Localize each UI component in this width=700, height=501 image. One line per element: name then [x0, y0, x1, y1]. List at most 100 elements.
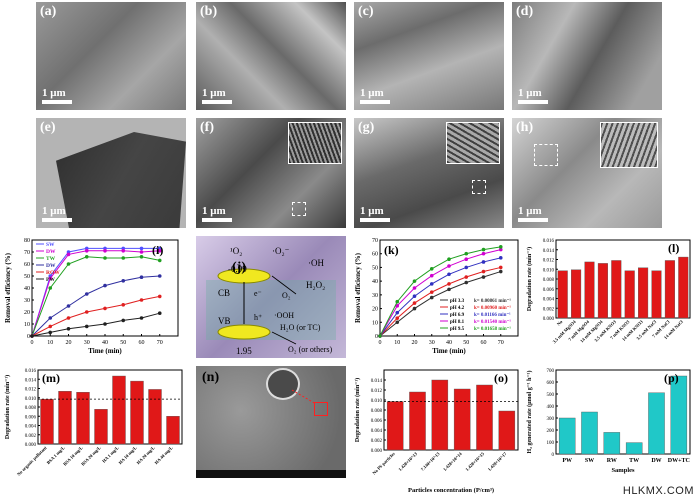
data-point — [395, 310, 400, 315]
y-tick-label: 0.012 — [25, 388, 37, 393]
y-tick-label: 400 — [547, 405, 555, 410]
data-point — [139, 275, 144, 279]
bar — [557, 270, 568, 319]
scale-bar-h: 1 μm — [518, 205, 548, 222]
bar — [611, 260, 622, 319]
y-tick-label: 0.012 — [543, 259, 555, 264]
x-tick-label: 0 — [31, 340, 34, 346]
schem-h2o-tc: H₂O (or TC) — [280, 323, 321, 332]
y-tick-label: 0.014 — [25, 378, 37, 383]
inset-zoom-g — [446, 122, 500, 164]
bar — [130, 380, 144, 445]
series-line — [379, 249, 501, 337]
y-tick-label: 0.010 — [543, 268, 555, 273]
data-point — [48, 330, 53, 335]
data-point — [481, 251, 486, 256]
y-tick-label: 0.004 — [25, 425, 37, 430]
x-tick-label: HA 40 mg/L — [154, 445, 174, 465]
x-tick-label: 1.428×10^15 — [464, 451, 485, 472]
x-tick-label: 50 — [120, 340, 126, 346]
y-tick-label: 40 — [372, 279, 378, 285]
series-line — [31, 275, 160, 337]
legend-entry: PW — [46, 277, 55, 283]
y-tick-label: 50 — [24, 274, 30, 280]
data-point — [429, 290, 434, 294]
data-point — [66, 262, 71, 266]
data-point — [103, 322, 107, 326]
tem-image-f: (f) 1 μm — [196, 118, 346, 228]
data-point — [412, 286, 417, 290]
y-tick-label: 60 — [24, 262, 30, 268]
y-tick-label: 200 — [547, 429, 555, 434]
schem-vb: VB — [218, 316, 231, 326]
y-tick-label: 50 — [372, 265, 378, 271]
x-tick-label: 70 — [157, 340, 163, 346]
data-point — [157, 249, 162, 253]
y-tick-label: 70 — [24, 250, 30, 256]
x-tick-label: 70 — [498, 340, 504, 346]
series-line — [31, 256, 160, 337]
y-tick-label: 60 — [372, 252, 378, 258]
data-point — [429, 282, 434, 286]
series-line — [31, 295, 160, 337]
y-tick-label: 0.008 — [543, 278, 555, 283]
x-tick-label: 50 — [463, 340, 469, 346]
data-point — [157, 258, 162, 263]
bar — [386, 401, 404, 451]
x-tick-label: No organic pollutant — [16, 445, 48, 477]
legend-entry: DW — [46, 249, 56, 255]
x-tick-label: DW+TC — [668, 458, 690, 464]
data-point — [103, 306, 107, 311]
bar — [498, 410, 516, 451]
x-tick-label: 20 — [66, 340, 72, 346]
schem-o2: O₂ — [282, 291, 291, 300]
scale-bar-d: 1 μm — [518, 87, 548, 104]
bar — [94, 409, 108, 445]
data-point — [66, 327, 71, 331]
y-tick-label: 10 — [24, 322, 30, 328]
data-point — [121, 303, 126, 307]
x-tick-label: TW — [629, 458, 639, 464]
data-point — [464, 251, 469, 256]
sem-image-a: (a) 1 μm — [36, 2, 186, 110]
bar — [453, 388, 471, 451]
data-point — [378, 334, 382, 338]
series-line — [379, 246, 501, 337]
panel-label-b: (b) — [200, 4, 218, 19]
schem-1o2: ¹O₂ — [230, 246, 242, 256]
series-line — [379, 257, 501, 337]
schem-vb-value: 1.95 — [236, 346, 252, 356]
legend-entry: ROW — [46, 270, 60, 276]
y-tick-label: 0.016 — [25, 369, 37, 374]
chart-k: 0 10 20 30 40 50 60 70 0 10 20 30 40 50 60 70 Time (min)… — [352, 234, 524, 362]
data-point — [447, 272, 451, 277]
y-tick-label: 10 — [372, 320, 378, 326]
chart-m: 0.000 0.002 0.004 0.006 0.008 0.010 0.012 0.014… — [2, 364, 190, 496]
data-point — [498, 256, 503, 260]
data-point — [498, 269, 503, 274]
y-tick-label: 0.002 — [25, 434, 37, 439]
x-tick-label: 10 — [394, 340, 400, 346]
bar — [624, 270, 635, 319]
y-tick-label: 0.000 — [543, 317, 555, 322]
panel-label-g: (g) — [358, 120, 375, 135]
legend-entry: TW — [46, 256, 56, 262]
data-point — [157, 294, 162, 299]
data-point — [481, 269, 486, 274]
schem-e-minus: e⁻ — [254, 289, 262, 298]
bar — [558, 417, 576, 455]
y-tick-label: 20 — [24, 310, 30, 316]
data-point — [121, 256, 126, 260]
legend-k-value: k= 0.01166 min⁻¹ — [474, 312, 511, 318]
chart-m-svg: 0.000 0.002 0.004 0.006 0.008 0.010 0.012 0.014… — [4, 369, 183, 477]
tem-image-g: (g) 1 μm — [354, 118, 504, 228]
scale-bar-e: 1 μm — [42, 205, 72, 222]
data-point — [103, 256, 107, 260]
bar — [651, 270, 662, 319]
bar — [112, 375, 126, 445]
sem-image-n: (n) — [196, 366, 346, 478]
data-point — [121, 249, 126, 253]
data-point — [481, 260, 486, 264]
bar — [166, 416, 180, 445]
x-tick-label: 1.428×10^14 — [442, 451, 463, 472]
